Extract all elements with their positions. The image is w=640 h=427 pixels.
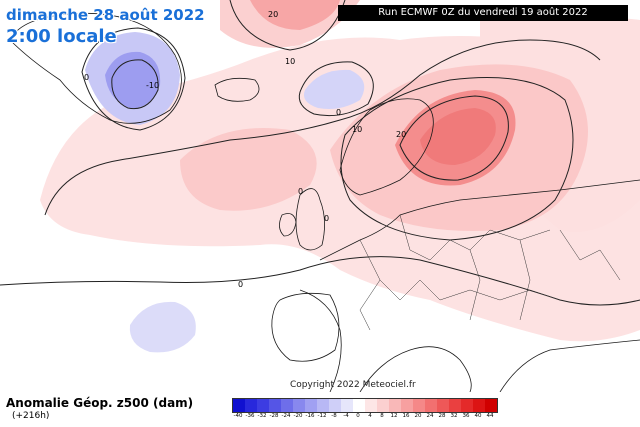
color-scale-tick: 16 [402,413,410,419]
color-scale-tick: -40 [233,413,243,419]
contour-label: 20 [396,130,406,139]
color-scale-tick: 12 [390,413,398,419]
color-scale-tick: -4 [343,413,349,419]
color-scale-tick: -12 [317,413,327,419]
contour-zero-greenland [81,27,186,131]
blue-anomaly-greenland-core [105,51,161,109]
contour-zero-long [44,39,601,216]
color-scale-swatch [257,399,269,412]
color-scale-tick: 0 [356,413,360,419]
contour-label: -10 [146,81,159,90]
uk-coast [295,188,325,251]
continent-coast [299,179,640,392]
contour-label: 0 [298,187,303,196]
color-scale-swatch [389,399,401,412]
ireland-coast [279,213,297,237]
color-scale-tick: 36 [462,413,470,419]
run-banner: Run ECMWF 0Z du vendredi 19 août 2022 [338,5,628,21]
color-scale-swatch [473,399,485,412]
color-scale-tick: 20 [414,413,422,419]
contour-label: 0 [238,280,243,289]
color-scale-swatch [377,399,389,412]
color-scale-tick: 24 [426,413,434,419]
color-scale-tick: -32 [257,413,267,419]
color-scale-swatch [485,399,497,412]
color-scale-swatch [245,399,257,412]
color-scale-swatch [293,399,305,412]
color-scale-tick: -20 [293,413,303,419]
color-scale-swatch [461,399,473,412]
lead-time-label: (+216h) [12,411,50,421]
contour-label: 0 [324,214,329,223]
color-scale-tick: 40 [474,413,482,419]
blue-anomaly-atlantic [129,301,196,353]
contour-label: 10 [285,57,295,66]
contour-twenty [399,95,509,181]
color-scale-swatch [233,399,245,412]
contour-zero-sea [298,61,374,117]
color-scale-swatch [317,399,329,412]
color-scale-swatch [437,399,449,412]
color-scale-swatch [401,399,413,412]
contour-label: 0 [336,108,341,117]
contour-ten [340,77,574,241]
color-scale-swatch [329,399,341,412]
contour-label: 20 [268,10,278,19]
contour-minus10 [111,59,159,110]
contour-label: 10 [352,125,362,134]
iberia-coast [271,292,340,362]
color-scale-ticks: -40 -36 -32 -28 -24 -20 -16 -12 -8 -4 0 4 8 12 16 20 24 2… [232,413,496,423]
color-scale-swatch [269,399,281,412]
contour-north-arc [229,0,346,51]
iceland-coast [214,77,260,102]
color-scale-tick: 28 [438,413,446,419]
borders-central [359,214,621,331]
contour-label: 0 [84,73,89,82]
color-scale-swatch [413,399,425,412]
color-scale-swatch [305,399,317,412]
color-scale-tick: -16 [305,413,315,419]
color-scale-tick: 4 [368,413,372,419]
red-anomaly-inner [420,108,496,165]
color-scale-tick: -24 [281,413,291,419]
color-scale [232,398,498,413]
color-scale-swatch [353,399,365,412]
color-scale-swatch [425,399,437,412]
copyright-text: Copyright 2022 Meteociel.fr [290,380,416,390]
color-scale-swatch [449,399,461,412]
contour-zero-south [0,256,640,306]
parameter-label: Anomalie Géop. z500 (dam) [6,396,194,410]
pink-anomaly-atlantic [180,128,317,211]
color-scale-swatch [281,399,293,412]
greenland-coast [9,12,182,124]
color-scale-tick: -36 [245,413,255,419]
anomaly-map: -10 0 20 0 10 10 20 0 0 0 [0,0,640,392]
color-scale-tick: 44 [486,413,494,419]
color-scale-swatch [365,399,377,412]
blue-anomaly-norway-sea [303,69,365,109]
color-scale-tick: 8 [380,413,384,419]
pink-anomaly-topcap [250,0,340,30]
color-scale-tick: 32 [450,413,458,419]
color-scale-tick: -28 [269,413,279,419]
forecast-date: dimanche 28 août 2022 [6,6,205,24]
color-scale-swatch [341,399,353,412]
color-scale-tick: -8 [331,413,337,419]
forecast-local-time: 2:00 locale [6,26,117,47]
scandinavia-coast [339,98,434,196]
